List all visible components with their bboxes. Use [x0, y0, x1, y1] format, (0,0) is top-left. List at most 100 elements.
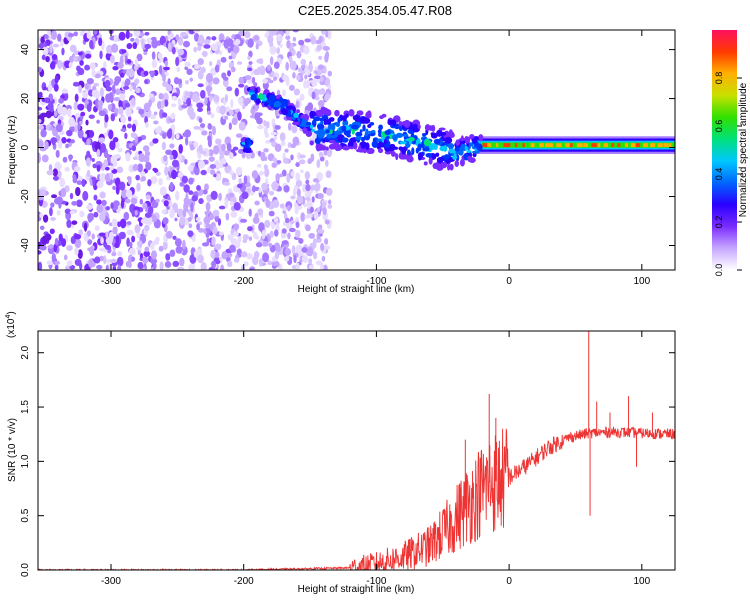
- spectrogram-noise-cell: [257, 164, 262, 168]
- spectrogram-noise-cell: [167, 78, 171, 85]
- spectrogram-noise-cell: [81, 178, 86, 187]
- spectrogram-track-cell: [448, 132, 455, 138]
- spectrogram-noise-cell: [218, 192, 222, 201]
- spectrogram-noise-cell: [317, 228, 325, 234]
- spectrogram-track-cell: [439, 145, 448, 152]
- spectrogram-x-ticks: -300 -200 -100 0 100: [101, 30, 651, 287]
- spectrogram-noise-cell: [171, 169, 178, 180]
- spectrogram-peak-cell: [663, 143, 669, 148]
- spectrogram-noise-cell: [98, 37, 103, 46]
- spectrogram-noise-cell: [211, 36, 217, 41]
- spectrogram-noise-cell: [214, 64, 220, 73]
- spectrogram-noise-cell: [267, 34, 274, 44]
- spectrogram-noise-cell: [111, 84, 116, 93]
- spectrogram-track-cell: [323, 118, 328, 126]
- spectrogram-noise-cell: [194, 63, 201, 70]
- spectrogram-noise-cell: [149, 141, 155, 147]
- spectrogram-noise-cell: [307, 158, 313, 165]
- spectrogram-noise-cell: [266, 30, 270, 36]
- spectrogram-noise-cell: [292, 187, 297, 198]
- spectrogram-noise-cell: [88, 114, 95, 119]
- snr-x-ticks: -300 -200 -100 0 100: [101, 331, 651, 587]
- spectrogram-noise-cell: [162, 240, 168, 251]
- spectrogram-noise-cell: [198, 144, 203, 154]
- spectrogram-track-cell: [309, 124, 314, 129]
- spectrogram-noise-cell: [224, 115, 229, 120]
- spectrogram-noise-cell: [99, 255, 104, 262]
- spectrogram-noise-cell: [60, 106, 68, 116]
- spectrogram-noise-cell: [56, 210, 61, 216]
- spectrogram-noise-cell: [50, 137, 58, 144]
- spectrogram-noise-cell: [82, 190, 89, 201]
- spectrogram-noise-cell: [74, 233, 82, 240]
- spectrogram-noise-cell: [124, 198, 131, 204]
- spectrogram-noise-cell: [240, 251, 248, 258]
- spectrogram-noise-cell: [324, 78, 330, 86]
- spectrogram-noise-cell: [62, 156, 68, 163]
- spectrogram-noise-cell: [287, 204, 291, 210]
- spectrogram-noise-cell: [85, 119, 89, 126]
- spectrogram-noise-cell: [247, 38, 254, 48]
- spectrogram-noise-cell: [187, 230, 194, 237]
- spectrogram-noise-cell: [145, 161, 152, 171]
- spectrogram-noise-cell: [64, 265, 70, 270]
- spectrogram-noise-cell: [202, 189, 208, 195]
- spectrogram-peak-cell: [507, 143, 511, 148]
- spectrogram-noise-cell: [315, 39, 321, 45]
- spectrogram-noise-cell: [165, 149, 173, 156]
- spectrogram-peak-cell: [669, 143, 672, 148]
- spectrogram-noise-cell: [61, 238, 67, 247]
- spectrogram-noise-cell: [158, 178, 163, 186]
- spectrogram-noise-cell: [242, 104, 246, 110]
- spectrogram-noise-cell: [155, 171, 161, 176]
- spectrogram-noise-cell: [74, 247, 79, 256]
- spectrogram-noise-cell: [298, 160, 306, 165]
- spectrogram-noise-cell: [279, 203, 285, 209]
- spectrogram-track-cell: [438, 127, 446, 131]
- spectrogram-noise-cell: [61, 88, 68, 94]
- spectrogram-noise-cell: [41, 154, 49, 163]
- spectrogram-noise-cell: [76, 199, 83, 208]
- spectrogram-noise-cell: [248, 61, 253, 65]
- spectrogram-noise-cell: [177, 152, 183, 162]
- spectrogram-noise-cell: [143, 51, 148, 56]
- spectrogram-noise-cell: [144, 224, 150, 232]
- spectrogram-noise-cell: [172, 260, 180, 268]
- spectrogram-noise-cell: [276, 160, 282, 164]
- spectrogram-noise-cell: [105, 264, 109, 270]
- spectrogram-noise-cell: [244, 30, 251, 39]
- spectrogram-noise-cell: [263, 148, 269, 153]
- spectrogram-track-cell: [436, 156, 445, 162]
- spectrogram-noise-cell: [322, 206, 327, 216]
- spectrogram-noise-cell: [251, 76, 256, 84]
- spectrogram-noise-cell: [262, 196, 269, 201]
- spectrogram-noise-cell: [303, 45, 310, 55]
- spectrogram-noise-cell: [277, 37, 282, 42]
- spectrogram-track-cell: [446, 163, 451, 171]
- spectrogram-track-cell: [348, 109, 355, 117]
- spectrogram-noise-cell: [218, 205, 226, 210]
- spectrogram-noise-cell: [308, 258, 313, 265]
- spectrogram-noise-cell: [125, 152, 131, 162]
- spectrogram-noise-cell: [206, 110, 212, 116]
- spectrogram-noise-cell: [105, 237, 113, 245]
- spectrogram-noise-cell: [209, 61, 213, 67]
- spectrogram-track-cell: [422, 147, 430, 152]
- spectrogram-noise-cell: [271, 181, 279, 191]
- spectrogram-noise-cell: [113, 80, 119, 86]
- spectrogram-noise-cell: [77, 103, 85, 111]
- spectrogram-noise-cell: [137, 261, 144, 270]
- spectrogram-noise-cell: [152, 138, 159, 144]
- spectrogram-track-cell: [402, 133, 409, 138]
- spectrogram-track-cell: [428, 157, 433, 165]
- spectrogram-noise-cell: [273, 61, 280, 70]
- x-tick-label: 100: [633, 576, 650, 587]
- spectrogram-noise-cell: [181, 175, 188, 184]
- spectrogram-noise-cell: [126, 221, 132, 226]
- spectrogram-noise-cell: [112, 266, 117, 270]
- spectrogram-noise-cell: [147, 216, 153, 226]
- spectrogram-noise-cell: [52, 176, 59, 181]
- spectrogram-track-cell: [365, 142, 370, 151]
- spectrogram-noise-cell: [126, 58, 132, 65]
- spectrogram-peak-cell: [503, 143, 508, 148]
